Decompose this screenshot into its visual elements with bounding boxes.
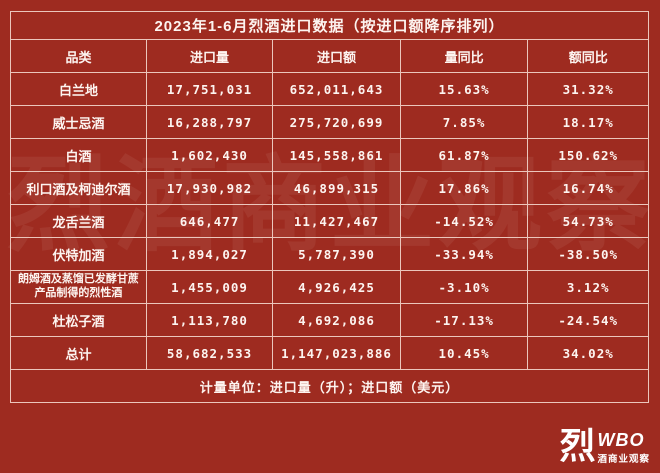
lie-character: 烈 — [559, 425, 596, 466]
cell-volume-yoy: -14.52% — [399, 204, 529, 238]
wbo-wordmark: WBO — [597, 430, 645, 450]
cell-value: 275,720,699 — [272, 105, 401, 139]
wbo-logo: 烈 WBO 酒商业观察 — [559, 425, 650, 466]
cell-volume: 646,477 — [145, 204, 274, 238]
table-row: 朗姆酒及蒸馏已发酵甘蔗产品制得的烈性酒 1,455,009 4,926,425 … — [10, 270, 649, 304]
table-row: 白酒 1,602,430 145,558,861 61.87% 150.62% — [10, 138, 649, 172]
cell-value-yoy: 3.12% — [527, 270, 649, 304]
cell-volume: 1,894,027 — [145, 237, 274, 271]
column-header-volume-yoy: 量同比 — [399, 39, 529, 73]
cell-value-yoy: -24.54% — [527, 303, 649, 337]
cell-volume-yoy: 17.86% — [399, 171, 529, 205]
cell-value: 145,558,861 — [272, 138, 401, 172]
column-header-volume: 进口量 — [145, 39, 274, 73]
cell-volume-yoy: 61.87% — [399, 138, 529, 172]
cell-volume: 17,751,031 — [145, 72, 274, 106]
cell-category: 威士忌酒 — [10, 105, 147, 139]
table-row-total: 总计 58,682,533 1,147,023,886 10.45% 34.02… — [10, 336, 649, 370]
cell-value-yoy: 150.62% — [527, 138, 649, 172]
cell-volume: 1,455,009 — [145, 270, 274, 304]
cell-category: 白兰地 — [10, 72, 147, 106]
cell-volume-yoy: -33.94% — [399, 237, 529, 271]
table-header-row: 品类 进口量 进口额 量同比 额同比 — [10, 39, 649, 73]
cell-value: 11,427,467 — [272, 204, 401, 238]
column-header-value: 进口额 — [272, 39, 401, 73]
cell-volume-yoy: -17.13% — [399, 303, 529, 337]
cell-category: 杜松子酒 — [10, 303, 147, 337]
table-row: 杜松子酒 1,113,780 4,692,086 -17.13% -24.54% — [10, 303, 649, 337]
cell-category: 朗姆酒及蒸馏已发酵甘蔗产品制得的烈性酒 — [10, 270, 147, 304]
table-title-row: 2023年1-6月烈酒进口数据（按进口额降序排列） — [10, 11, 649, 40]
cell-volume-yoy: 15.63% — [399, 72, 529, 106]
cell-value: 1,147,023,886 — [272, 336, 401, 370]
cell-value: 5,787,390 — [272, 237, 401, 271]
cell-value-yoy: 34.02% — [527, 336, 649, 370]
import-data-table: 2023年1-6月烈酒进口数据（按进口额降序排列） 品类 进口量 进口额 量同比… — [10, 11, 649, 403]
cell-value-yoy: 54.73% — [527, 204, 649, 238]
cell-value: 4,926,425 — [272, 270, 401, 304]
cell-value: 46,899,315 — [272, 171, 401, 205]
cell-volume-yoy: 7.85% — [399, 105, 529, 139]
cell-volume: 16,288,797 — [145, 105, 274, 139]
table-row: 白兰地 17,751,031 652,011,643 15.63% 31.32% — [10, 72, 649, 106]
cell-value-yoy: 16.74% — [527, 171, 649, 205]
cell-volume: 1,602,430 — [145, 138, 274, 172]
cell-volume-yoy: 10.45% — [399, 336, 529, 370]
table-footnote-row: 计量单位：进口量（升）；进口额（美元） — [10, 369, 649, 403]
wbo-logo-subtitle: 酒商业观察 — [597, 454, 650, 465]
table-row: 龙舌兰酒 646,477 11,427,467 -14.52% 54.73% — [10, 204, 649, 238]
cell-value-yoy: 31.32% — [527, 72, 649, 106]
column-header-value-yoy: 额同比 — [527, 39, 649, 73]
table-title: 2023年1-6月烈酒进口数据（按进口额降序排列） — [10, 11, 649, 40]
units-footnote: 计量单位：进口量（升）；进口额（美元） — [10, 369, 649, 403]
cell-category: 龙舌兰酒 — [10, 204, 147, 238]
cell-category: 总计 — [10, 336, 147, 370]
table-row: 利口酒及柯迪尔酒 17,930,982 46,899,315 17.86% 16… — [10, 171, 649, 205]
cell-value: 652,011,643 — [272, 72, 401, 106]
cell-category: 利口酒及柯迪尔酒 — [10, 171, 147, 205]
cell-volume-yoy: -3.10% — [399, 270, 529, 304]
table-row: 伏特加酒 1,894,027 5,787,390 -33.94% -38.50% — [10, 237, 649, 271]
column-header-category: 品类 — [10, 39, 147, 73]
cell-category: 白酒 — [10, 138, 147, 172]
cell-value: 4,692,086 — [272, 303, 401, 337]
cell-volume: 58,682,533 — [145, 336, 274, 370]
cell-volume: 17,930,982 — [145, 171, 274, 205]
cell-category: 伏特加酒 — [10, 237, 147, 271]
cell-value-yoy: -38.50% — [527, 237, 649, 271]
cell-volume: 1,113,780 — [145, 303, 274, 337]
cell-value-yoy: 18.17% — [527, 105, 649, 139]
table-row: 威士忌酒 16,288,797 275,720,699 7.85% 18.17% — [10, 105, 649, 139]
